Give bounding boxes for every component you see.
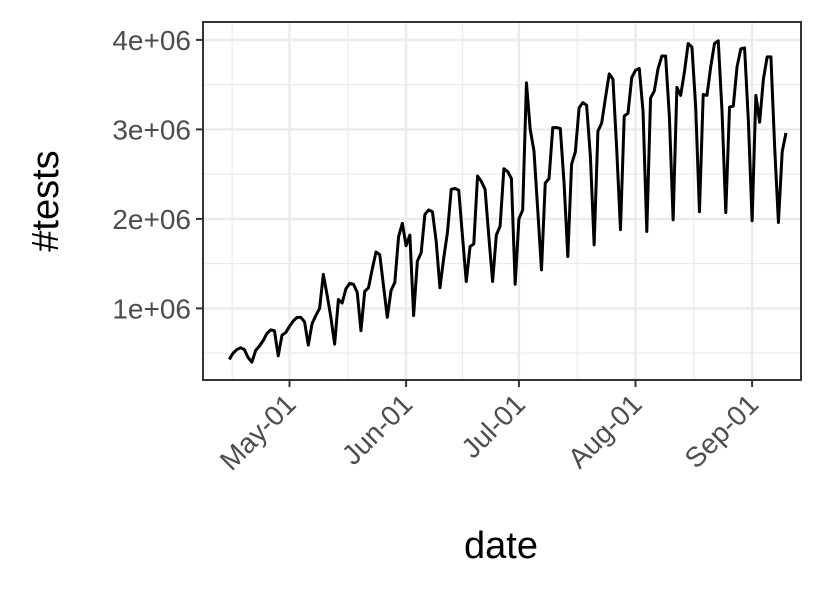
y-axis-title: #tests (25, 150, 67, 251)
y-tick-label: 3e+06 (112, 114, 191, 145)
y-axis: 1e+06 2e+06 3e+06 4e+06 (112, 25, 203, 324)
y-tick-label: 4e+06 (112, 25, 191, 56)
series-line (228, 39, 788, 364)
panel-border (202, 21, 802, 381)
y-tick-label: 1e+06 (112, 293, 191, 324)
minor-grid (203, 22, 801, 380)
y-tick-label: 2e+06 (112, 204, 191, 235)
x-axis-title: date (464, 525, 538, 567)
